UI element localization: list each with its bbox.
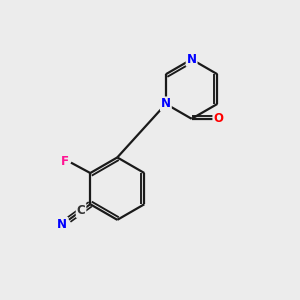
Text: F: F <box>60 154 68 168</box>
Text: N: N <box>161 98 171 110</box>
Text: C: C <box>77 204 85 217</box>
Text: N: N <box>57 218 67 231</box>
Text: O: O <box>213 112 224 125</box>
Text: N: N <box>187 53 196 66</box>
